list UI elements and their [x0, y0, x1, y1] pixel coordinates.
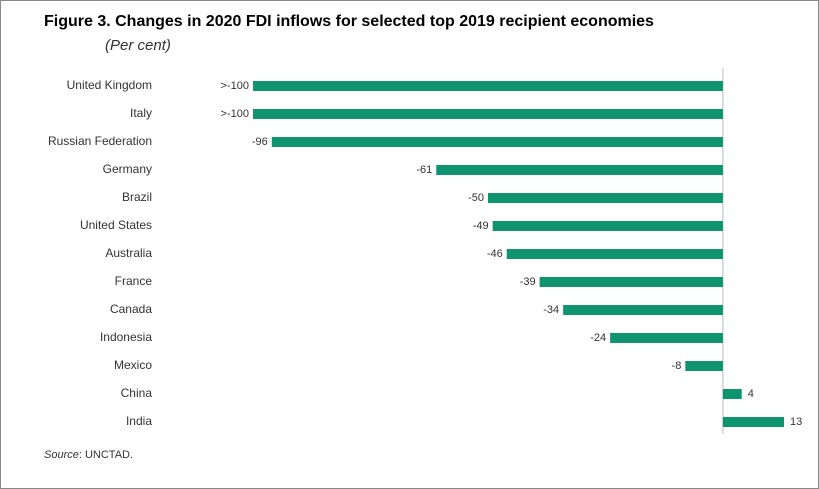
source-label: Source: [44, 449, 79, 461]
chart-subtitle: (Per cent): [105, 37, 171, 54]
bar: [563, 305, 723, 315]
value-label: 13: [790, 416, 802, 428]
category-label: Mexico: [114, 358, 152, 372]
value-label: -49: [473, 220, 489, 232]
bar: [722, 389, 742, 399]
bar: [253, 81, 723, 91]
bar: [253, 109, 723, 119]
value-label: -34: [543, 304, 559, 316]
category-label: Australia: [105, 246, 152, 260]
category-label: United Kingdom: [67, 78, 152, 92]
category-label: Indonesia: [100, 330, 152, 344]
value-label: -96: [252, 136, 268, 148]
value-label: -61: [416, 164, 432, 176]
value-label: -50: [468, 192, 484, 204]
value-label: >-100: [221, 108, 249, 120]
category-label: Italy: [130, 106, 152, 120]
source-note: Source: UNCTAD.: [44, 449, 133, 461]
category-label: United States: [80, 218, 152, 232]
category-label: China: [121, 386, 153, 400]
category-label: Russian Federation: [48, 134, 152, 148]
bar: [492, 221, 723, 231]
value-label: >-100: [221, 80, 249, 92]
category-label: Canada: [110, 302, 152, 316]
bar: [722, 417, 784, 427]
bar: [506, 249, 723, 259]
chart-title: Figure 3. Changes in 2020 FDI inflows fo…: [44, 13, 654, 30]
bar: [610, 333, 723, 343]
bar: [271, 137, 723, 147]
value-label: -39: [520, 276, 536, 288]
bar: [436, 165, 723, 175]
category-label: India: [126, 414, 152, 428]
category-label: France: [115, 274, 153, 288]
bar: [685, 361, 723, 371]
value-label: -46: [487, 248, 503, 260]
value-label: -8: [672, 360, 682, 372]
category-label: Brazil: [122, 190, 152, 204]
category-label: Germany: [103, 162, 152, 176]
bar: [539, 277, 723, 287]
bar: [487, 193, 723, 203]
value-label: 4: [748, 388, 754, 400]
source-text: : UNCTAD.: [79, 449, 133, 461]
value-label: -24: [590, 332, 606, 344]
